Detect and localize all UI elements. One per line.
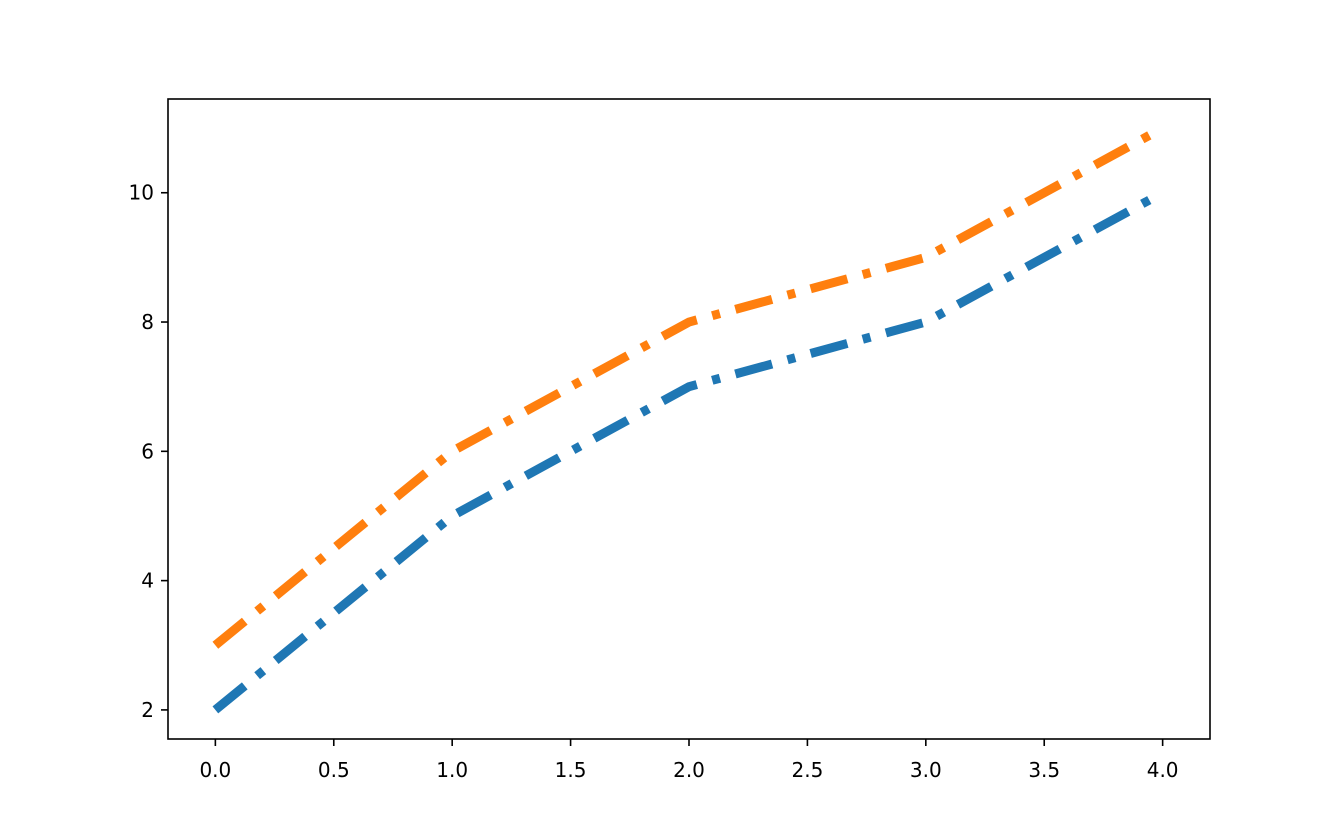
x-tick-label: 3.0 (910, 758, 942, 782)
y-tick-label: 2 (141, 698, 154, 722)
x-tick-label: 2.5 (792, 758, 824, 782)
y-axis-ticks: 2 4 6 8 10 (129, 181, 168, 722)
x-tick-label: 2.0 (673, 758, 705, 782)
x-tick-label: 0.0 (199, 758, 231, 782)
series-layer (212, 124, 1165, 714)
x-tick-label: 1.0 (436, 758, 468, 782)
x-tick-label: 0.5 (318, 758, 350, 782)
y-tick-label: 8 (141, 310, 154, 334)
x-axis-ticks: 0.0 0.5 1.0 1.5 2.0 2.5 3.0 3.5 4.0 (199, 739, 1179, 782)
x-tick-label: 1.5 (555, 758, 587, 782)
y-tick-label: 10 (129, 181, 154, 205)
y-tick-label: 6 (141, 439, 154, 463)
x-tick-label: 4.0 (1147, 758, 1179, 782)
y-tick-label: 4 (141, 569, 154, 593)
x-tick-label: 3.5 (1028, 758, 1060, 782)
